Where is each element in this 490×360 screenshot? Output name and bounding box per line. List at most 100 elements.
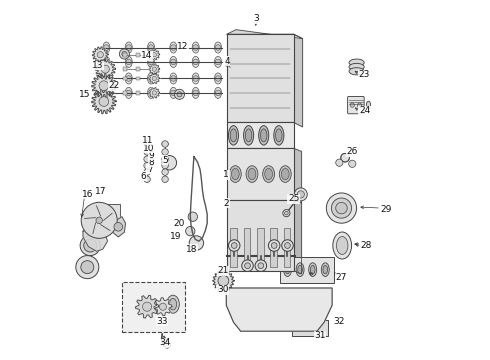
Circle shape <box>218 275 229 286</box>
Circle shape <box>122 51 127 57</box>
Ellipse shape <box>215 57 221 67</box>
Polygon shape <box>112 217 125 237</box>
Circle shape <box>162 149 169 155</box>
Polygon shape <box>154 298 172 316</box>
Polygon shape <box>294 34 303 127</box>
Ellipse shape <box>170 57 177 67</box>
Ellipse shape <box>192 57 199 67</box>
Circle shape <box>162 156 169 162</box>
Text: 32: 32 <box>334 317 345 325</box>
Ellipse shape <box>333 232 351 259</box>
Circle shape <box>144 141 150 147</box>
Circle shape <box>148 45 154 50</box>
Circle shape <box>193 45 198 50</box>
Circle shape <box>336 202 347 214</box>
Text: 18: 18 <box>186 245 197 253</box>
Ellipse shape <box>125 73 132 84</box>
Circle shape <box>103 76 109 81</box>
Bar <box>122 67 126 71</box>
Text: 25: 25 <box>288 194 299 203</box>
Bar <box>136 77 140 80</box>
Bar <box>122 53 126 57</box>
Ellipse shape <box>231 168 239 180</box>
Circle shape <box>144 162 150 169</box>
Bar <box>280 257 334 283</box>
Ellipse shape <box>192 87 199 98</box>
Circle shape <box>97 51 103 58</box>
Circle shape <box>103 45 109 50</box>
Bar <box>122 91 126 95</box>
Circle shape <box>164 342 171 348</box>
Circle shape <box>285 243 291 248</box>
Ellipse shape <box>285 266 290 274</box>
Polygon shape <box>83 227 107 251</box>
Circle shape <box>269 240 280 251</box>
Ellipse shape <box>147 87 154 98</box>
Ellipse shape <box>245 129 252 142</box>
Ellipse shape <box>274 126 284 145</box>
Circle shape <box>101 65 109 73</box>
Circle shape <box>103 59 109 65</box>
Text: 24: 24 <box>359 107 370 116</box>
Circle shape <box>171 59 176 65</box>
Circle shape <box>215 59 221 65</box>
Circle shape <box>282 240 293 251</box>
Circle shape <box>81 202 117 238</box>
Text: 3: 3 <box>253 14 259 23</box>
Circle shape <box>285 211 288 215</box>
Ellipse shape <box>144 142 150 146</box>
Text: 13: 13 <box>93 61 104 70</box>
Text: 27: 27 <box>336 274 347 282</box>
Circle shape <box>242 260 253 271</box>
Circle shape <box>126 59 131 65</box>
Circle shape <box>148 76 154 81</box>
Ellipse shape <box>103 73 110 84</box>
Circle shape <box>258 263 264 269</box>
Circle shape <box>144 176 150 183</box>
Text: 34: 34 <box>159 338 171 347</box>
Text: 10: 10 <box>143 144 154 153</box>
Circle shape <box>76 256 99 279</box>
Ellipse shape <box>281 168 289 180</box>
Circle shape <box>162 162 169 169</box>
Ellipse shape <box>337 237 348 255</box>
Circle shape <box>126 90 131 96</box>
Circle shape <box>144 149 150 155</box>
Bar <box>227 34 294 122</box>
Circle shape <box>349 160 356 167</box>
Ellipse shape <box>244 126 254 145</box>
Text: 8: 8 <box>148 158 154 166</box>
Circle shape <box>120 49 129 59</box>
Polygon shape <box>226 288 332 331</box>
Circle shape <box>215 76 221 81</box>
Text: 16: 16 <box>81 190 93 199</box>
Text: 29: 29 <box>380 205 392 214</box>
Ellipse shape <box>103 42 110 53</box>
Ellipse shape <box>125 42 132 53</box>
Text: 7: 7 <box>147 165 152 174</box>
Bar <box>227 200 294 271</box>
Polygon shape <box>294 148 301 203</box>
Circle shape <box>81 261 94 274</box>
Circle shape <box>148 90 154 96</box>
Polygon shape <box>149 64 160 75</box>
Circle shape <box>271 243 277 248</box>
Ellipse shape <box>170 42 177 53</box>
Circle shape <box>99 97 109 106</box>
Circle shape <box>126 45 131 50</box>
Circle shape <box>143 302 151 311</box>
Circle shape <box>162 141 169 147</box>
Bar <box>257 228 264 267</box>
Polygon shape <box>149 87 160 98</box>
Circle shape <box>103 90 109 96</box>
Circle shape <box>357 103 362 107</box>
Bar <box>136 91 140 95</box>
Text: 31: 31 <box>314 331 326 340</box>
Ellipse shape <box>103 57 110 67</box>
Circle shape <box>193 59 198 65</box>
Text: 28: 28 <box>360 241 371 250</box>
Circle shape <box>215 45 221 50</box>
Ellipse shape <box>367 101 370 109</box>
Ellipse shape <box>323 266 328 274</box>
Polygon shape <box>213 270 234 292</box>
